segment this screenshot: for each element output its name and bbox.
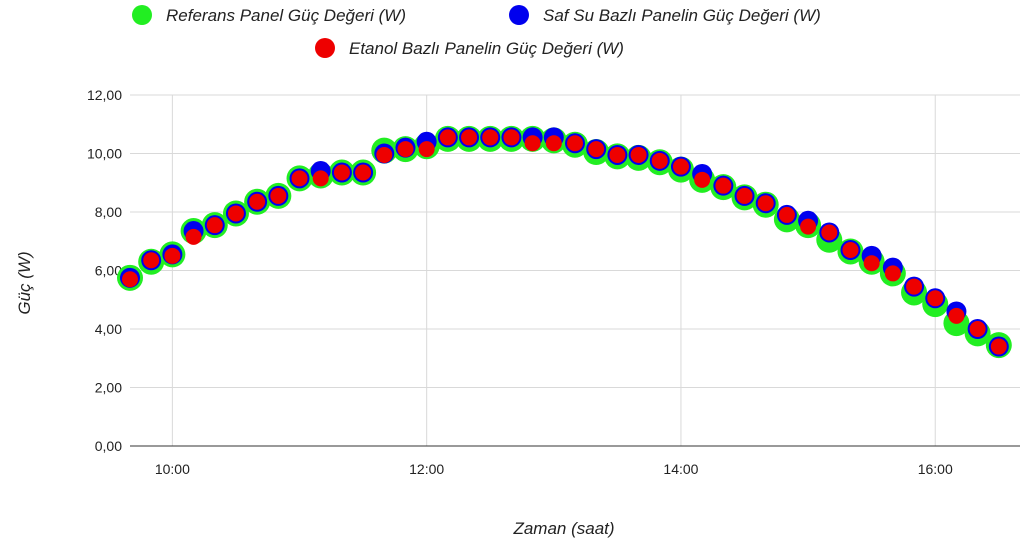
legend-marker <box>509 5 529 25</box>
axes: 0,00 2,00 4,00 6,00 8,00 10,00 12,00 10:00 12:00… <box>87 87 1020 477</box>
data-point <box>376 146 393 163</box>
data-point <box>630 146 647 163</box>
data-point <box>185 228 202 245</box>
series-2 <box>120 127 1009 357</box>
data-point <box>736 187 753 204</box>
y-tick-label: 10,00 <box>87 146 122 162</box>
legend: Referans Panel Güç Değeri (W) Saf Su Bazl… <box>132 5 821 58</box>
data-point <box>249 193 266 210</box>
data-point <box>355 164 372 181</box>
data-point <box>122 271 138 288</box>
legend-label: Saf Su Bazlı Panelin Güç Değeri (W) <box>543 6 821 25</box>
legend-marker <box>315 38 335 58</box>
data-point <box>439 129 456 146</box>
data-point <box>672 158 689 175</box>
legend-marker <box>132 5 152 25</box>
data-point <box>990 338 1007 355</box>
data-point <box>270 187 287 204</box>
y-tick-label: 6,00 <box>95 263 122 279</box>
data-point <box>312 170 329 187</box>
data-point <box>461 129 478 146</box>
data-point <box>800 218 817 235</box>
y-tick-label: 8,00 <box>95 204 122 220</box>
legend-label: Etanol Bazlı Panelin Güç Değeri (W) <box>349 39 624 58</box>
data-point <box>545 135 562 152</box>
data-point <box>482 129 499 146</box>
data-point <box>291 170 308 187</box>
x-tick-label: 10:00 <box>155 461 190 477</box>
x-tick-label: 12:00 <box>409 461 444 477</box>
data-series <box>117 125 1012 359</box>
data-point <box>418 141 435 158</box>
data-point <box>143 252 160 269</box>
x-axis-title: Zaman (saat) <box>512 519 614 538</box>
data-point <box>503 129 520 146</box>
data-point <box>206 217 223 234</box>
x-tick-label: 16:00 <box>918 461 953 477</box>
series-1 <box>117 125 1012 359</box>
data-point <box>927 290 944 307</box>
data-point <box>884 265 901 282</box>
y-tick-label: 2,00 <box>95 380 122 396</box>
data-point <box>227 205 244 222</box>
y-tick-label: 4,00 <box>95 321 122 337</box>
data-point <box>757 195 774 212</box>
data-point <box>842 242 859 259</box>
data-point <box>694 171 711 188</box>
y-axis-title: Güç (W) <box>15 251 34 314</box>
data-point <box>948 307 965 324</box>
data-point <box>969 321 986 337</box>
data-point <box>906 278 923 295</box>
data-point <box>567 135 583 152</box>
y-tick-label: 12,00 <box>87 87 122 103</box>
data-point <box>863 255 880 272</box>
data-point <box>778 206 795 223</box>
data-point <box>651 152 668 169</box>
data-point <box>609 146 626 163</box>
data-point <box>164 247 181 264</box>
data-point <box>333 164 350 181</box>
series-3 <box>122 129 1007 355</box>
x-tick-label: 14:00 <box>663 461 698 477</box>
data-point <box>715 177 732 194</box>
data-point <box>397 141 414 158</box>
data-point <box>524 135 541 152</box>
legend-label: Referans Panel Güç Değeri (W) <box>166 6 406 25</box>
data-point <box>588 141 605 158</box>
data-point <box>821 224 838 241</box>
y-tick-label: 0,00 <box>95 438 122 454</box>
